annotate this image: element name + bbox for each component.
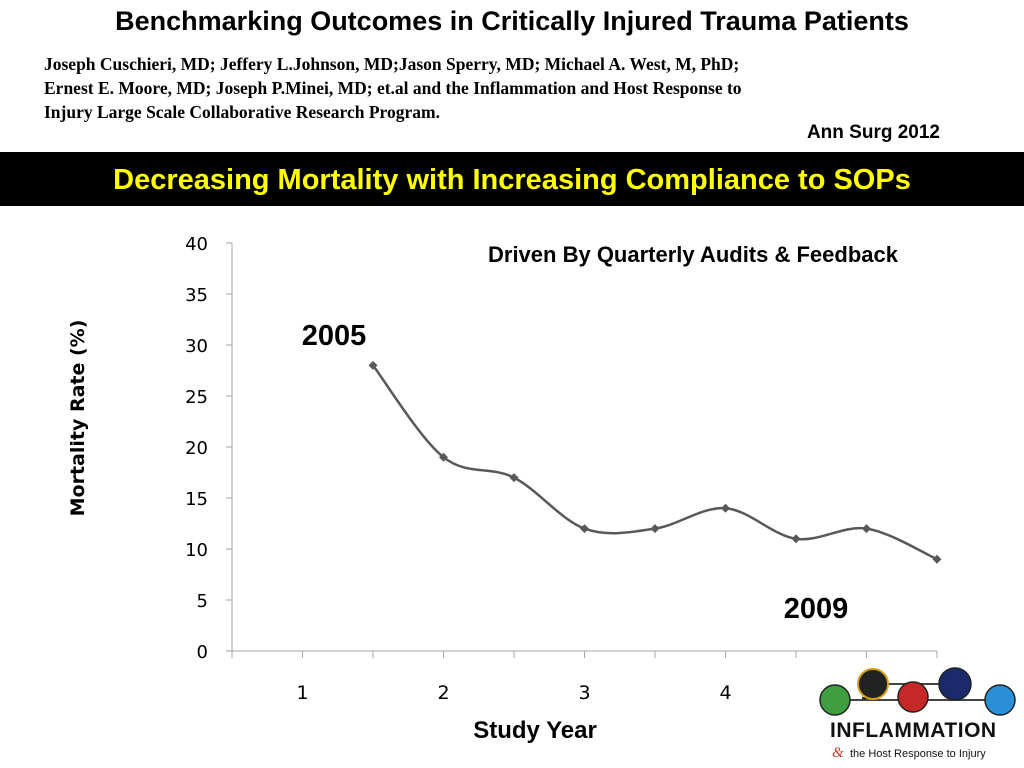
author-line: Joseph Cuschieri, MD; Jeffery L.Johnson,… <box>44 54 740 74</box>
author-line: Injury Large Scale Collaborative Researc… <box>44 102 440 122</box>
y-tick-label: 5 <box>197 591 208 612</box>
headline-banner: Decreasing Mortality with Increasing Com… <box>0 152 1024 206</box>
y-tick-label: 40 <box>185 234 208 255</box>
y-tick-label: 10 <box>185 540 208 561</box>
x-tick-label: 2 <box>437 682 449 704</box>
data-point <box>368 360 378 370</box>
logo-wordmark: INFLAMMATION <box>830 719 997 742</box>
x-tick-label: 4 <box>719 682 731 704</box>
y-tick-label: 0 <box>197 642 208 663</box>
logo-ampersand: & <box>832 745 844 761</box>
y-tick-label: 35 <box>185 285 208 306</box>
banner-text: Decreasing Mortality with Increasing Com… <box>113 164 911 196</box>
series-markers <box>368 360 942 564</box>
data-point <box>439 452 448 462</box>
y-tick-label: 25 <box>185 387 208 408</box>
y-tick-label: 30 <box>185 336 208 357</box>
x-tick-label: 1 <box>296 682 308 704</box>
annotation-end-year: 2009 <box>784 593 849 625</box>
chart-axes <box>226 242 938 658</box>
x-axis-label: Study Year <box>473 717 597 744</box>
y-axis-label: Mortality Rate (%) <box>67 320 89 517</box>
author-list: Joseph Cuschieri, MD; Jeffery L.Johnson,… <box>44 52 984 124</box>
dna-icon <box>897 681 929 713</box>
data-point <box>932 554 942 564</box>
globe-icon <box>819 684 851 716</box>
series-line <box>372 364 938 561</box>
y-tick-label: 20 <box>185 438 208 459</box>
data-point <box>791 534 801 544</box>
data-point <box>509 473 519 483</box>
journal-citation: Ann Surg 2012 <box>806 122 940 143</box>
logo-tagline: the Host Response to Injury <box>850 748 986 760</box>
y-tick-label: 15 <box>185 489 208 510</box>
y-tick-labels: 0 5 10 15 20 25 30 35 40 <box>185 234 208 663</box>
annotation-start-year: 2005 <box>302 320 367 352</box>
chart-subtitle: Driven By Quarterly Audits & Feedback <box>488 242 899 267</box>
data-point <box>862 524 871 534</box>
network-icon <box>984 684 1016 716</box>
caduceus-icon <box>857 668 889 700</box>
data-point <box>650 524 660 534</box>
data-point <box>580 524 589 534</box>
x-tick-label: 3 <box>578 682 590 704</box>
data-point <box>721 503 730 513</box>
binary-data-icon <box>938 667 972 701</box>
author-line: Ernest E. Moore, MD; Joseph P.Minei, MD;… <box>44 78 742 98</box>
slide-title: Benchmarking Outcomes in Critically Inju… <box>115 6 909 36</box>
